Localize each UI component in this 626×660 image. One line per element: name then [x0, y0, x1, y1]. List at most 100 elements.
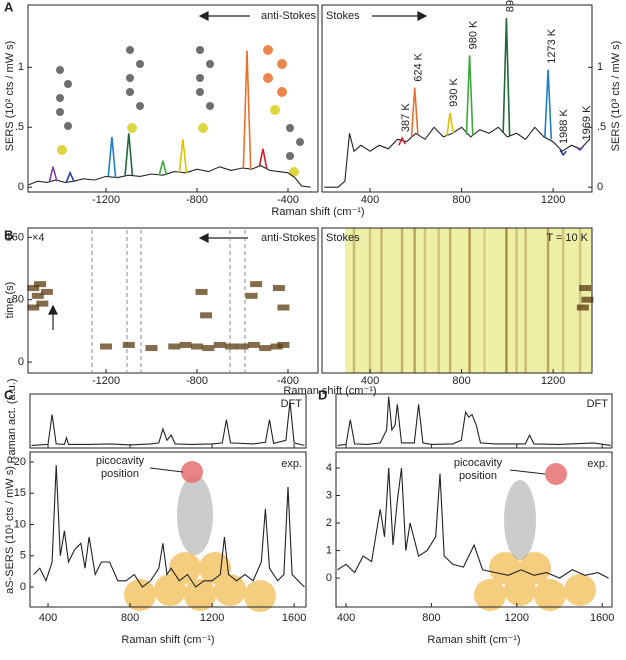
- y-tick-label: 2: [326, 517, 332, 529]
- panel: Raman act. (a.u.) DFT: [6, 379, 307, 464]
- spectrum: [337, 396, 611, 446]
- spectrum: [33, 465, 305, 588]
- spot: [259, 345, 272, 352]
- spot: [179, 341, 192, 348]
- panel: -1200 -800 -400 0 .5 1 Raman shift (cm⁻¹) SERS …: [4, 4, 365, 218]
- spectrum: [242, 50, 252, 170]
- spectrum: [65, 170, 75, 183]
- y-axis-label: SERS (10² cts / mW s): [4, 41, 16, 152]
- x-tick-label: -800: [186, 194, 208, 206]
- x-tick-label: 1200: [505, 612, 529, 624]
- spectrum: [158, 160, 168, 176]
- peak-label: 1273 K: [546, 28, 558, 64]
- x-tick-label: -1200: [92, 194, 120, 206]
- y-tick-label: .5: [597, 121, 606, 133]
- y-tick-label: 0: [18, 181, 24, 193]
- y-tick-label: 3: [326, 489, 332, 501]
- spectrum: [124, 133, 134, 176]
- temperature-label: T = 10 K: [546, 232, 588, 244]
- y-tick-label: 15: [14, 487, 26, 499]
- spot: [168, 343, 181, 350]
- y-tick-label: .5: [15, 121, 24, 133]
- x-tick-label: 1200: [541, 375, 565, 387]
- spot: [34, 281, 47, 288]
- x-tick-label: 1600: [590, 612, 614, 624]
- spot: [277, 304, 290, 311]
- spectrum: [324, 126, 591, 188]
- x-tick-label: -1200: [92, 375, 120, 387]
- peak-label: 387 K: [400, 103, 412, 132]
- spectrum: [28, 164, 311, 188]
- y-tick-label: 0: [597, 181, 603, 193]
- cavity-illustration: [124, 461, 596, 612]
- spot: [202, 345, 215, 352]
- panel: 400 800 1200 1600 0 5 10 15 20 Raman shift (cm⁻¹)…: [4, 451, 307, 646]
- y-axis-label: aS-SERS (10¹ cts / mW s): [4, 466, 16, 594]
- peak-label: 1988 K: [558, 109, 570, 145]
- spectrum: [465, 55, 474, 136]
- y-tick-label: 0: [18, 356, 24, 368]
- picocavity-label: position: [101, 468, 139, 480]
- peak-label: 624 K: [413, 52, 425, 81]
- y-tick-label: 80: [12, 294, 24, 306]
- spot: [250, 281, 263, 288]
- spectrum: [446, 112, 455, 136]
- x-tick-label: 800: [452, 194, 470, 206]
- spectrum: [48, 166, 58, 183]
- x-tick-label: -800: [186, 375, 208, 387]
- y-tick-label: 4: [326, 462, 332, 474]
- spot: [213, 341, 226, 348]
- plot-frame: [27, 4, 319, 193]
- panel-label: D: [318, 387, 327, 402]
- peak-label: 890 K: [504, 0, 516, 12]
- panel-label: B: [4, 227, 13, 242]
- x-tick-label: 400: [361, 194, 379, 206]
- x-tick-label: 800: [422, 612, 440, 624]
- y-tick-label: 0: [20, 581, 26, 593]
- x-tick-label: 800: [121, 612, 139, 624]
- spot: [36, 300, 49, 307]
- spot: [272, 285, 285, 292]
- spot: [576, 304, 589, 311]
- annotation: exp.: [281, 458, 302, 470]
- plot-frame: [29, 451, 307, 608]
- spot: [145, 345, 158, 352]
- spot: [100, 343, 113, 350]
- x-tick-label: 400: [337, 612, 355, 624]
- x-tick-label: -400: [277, 194, 299, 206]
- plot-frame: [335, 393, 613, 449]
- plot-frame: [321, 4, 593, 193]
- spot: [122, 341, 135, 348]
- peak-label: 980 K: [467, 20, 479, 49]
- x-tick-label: 800: [452, 375, 470, 387]
- spot: [190, 343, 203, 350]
- x-axis-label: Raman shift (cm⁻¹): [271, 206, 364, 218]
- spot: [27, 285, 40, 292]
- spot: [270, 343, 283, 350]
- spot: [31, 292, 44, 299]
- annotation: Stokes: [326, 232, 360, 244]
- y-axis-label: time (s): [4, 282, 16, 319]
- spot: [40, 288, 53, 295]
- spectrum: [502, 18, 511, 136]
- y-axis-label: SERS (10³ cts / mW s): [610, 41, 622, 152]
- peak-label: 930 K: [448, 77, 460, 106]
- x-axis-label: Raman shift (cm⁻¹): [121, 634, 214, 646]
- spot: [200, 312, 213, 319]
- y-axis-label: Raman act. (a.u.): [6, 379, 18, 464]
- y-tick-label: 10: [14, 518, 26, 530]
- spectrum: [258, 148, 268, 169]
- spectrum: [559, 149, 567, 157]
- panel: DFT: [335, 393, 613, 449]
- spot: [195, 288, 208, 295]
- annotation: Stokes: [326, 10, 360, 22]
- x-tick-label: 1200: [200, 612, 224, 624]
- dashed-guides: [91, 230, 246, 372]
- y-tick-label: 1: [597, 61, 603, 73]
- x-axis-label: Raman shift (cm⁻¹): [427, 634, 520, 646]
- spectrum: [31, 401, 305, 446]
- y-tick-label: 20: [14, 456, 26, 468]
- spectrum: [410, 87, 419, 137]
- annotation: anti-Stokes: [261, 10, 317, 22]
